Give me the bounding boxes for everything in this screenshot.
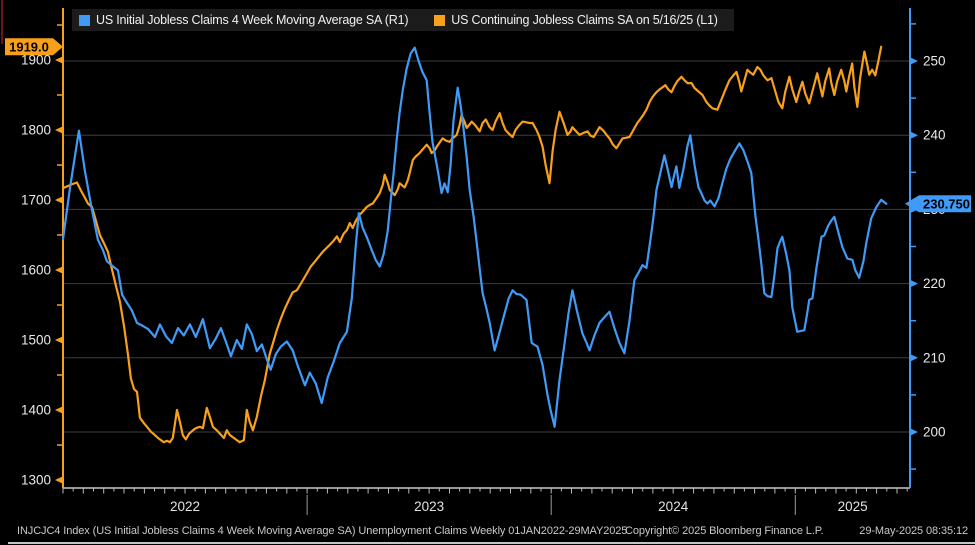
svg-text:250: 250 xyxy=(923,54,946,69)
legend-label-initial-claims: US Initial Jobless Claims 4 Week Moving … xyxy=(96,13,409,27)
window-bottom-border xyxy=(8,542,975,544)
continuing-claims-line xyxy=(61,45,883,444)
year-label: 2025 xyxy=(838,499,868,514)
svg-text:230.750: 230.750 xyxy=(923,196,970,211)
left-axis-last-value-badge: 1919.0 xyxy=(5,38,63,56)
svg-text:1700: 1700 xyxy=(21,193,51,208)
svg-text:1600: 1600 xyxy=(21,263,51,278)
initial-claims-line xyxy=(61,46,888,428)
svg-text:1300: 1300 xyxy=(21,473,51,488)
svg-text:220: 220 xyxy=(923,276,946,291)
svg-text:200: 200 xyxy=(923,425,946,440)
footer-ticker-description: INJCJC4 Index (US Initial Jobless Claims… xyxy=(17,525,628,537)
svg-text:210: 210 xyxy=(923,350,946,365)
year-label: 2023 xyxy=(414,499,444,514)
legend-swatch-continuing-claims-icon xyxy=(434,14,446,26)
svg-text:1800: 1800 xyxy=(21,123,51,138)
svg-text:1919.0: 1919.0 xyxy=(9,39,49,54)
svg-text:240: 240 xyxy=(923,128,946,143)
svg-text:1400: 1400 xyxy=(21,403,51,418)
terminal-edge-accent xyxy=(1,0,3,44)
legend-label-continuing-claims: US Continuing Jobless Claims SA on 5/16/… xyxy=(451,13,718,27)
x-axis: 2022 2023 2024 2025 xyxy=(62,487,910,515)
right-axis: 200210220230240250 xyxy=(909,8,946,488)
chart-footer: INJCJC4 Index (US Initial Jobless Claims… xyxy=(0,522,975,540)
year-label: 2024 xyxy=(658,499,689,514)
legend-swatch-initial-claims-icon xyxy=(79,14,90,26)
left-axis: 1300 1400 1500 1600 1700 1800 1900 xyxy=(21,8,64,488)
footer-timestamp: 29-May-2025 08:35:12 xyxy=(859,525,968,537)
svg-text:1900: 1900 xyxy=(21,53,51,68)
right-axis-last-value-badge: 230.750 xyxy=(905,195,971,213)
footer-copyright: Copyright© 2025 Bloomberg Finance L.P. xyxy=(625,525,824,537)
year-label: 2022 xyxy=(170,499,200,514)
gridlines xyxy=(63,60,910,433)
chart-legend[interactable]: US Initial Jobless Claims 4 Week Moving … xyxy=(72,9,734,31)
svg-text:1500: 1500 xyxy=(21,333,51,348)
